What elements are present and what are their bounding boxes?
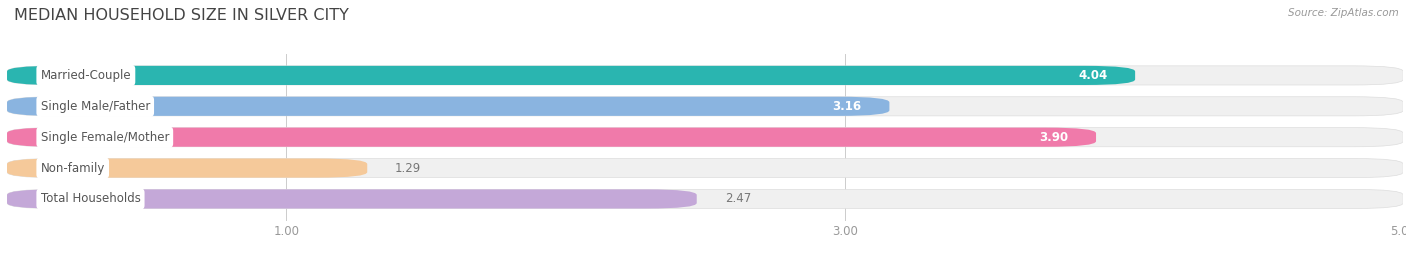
FancyBboxPatch shape	[7, 189, 697, 208]
Text: Single Male/Father: Single Male/Father	[41, 100, 150, 113]
FancyBboxPatch shape	[7, 158, 367, 178]
Text: Source: ZipAtlas.com: Source: ZipAtlas.com	[1288, 8, 1399, 18]
FancyBboxPatch shape	[7, 158, 1403, 178]
FancyBboxPatch shape	[7, 189, 1403, 208]
FancyBboxPatch shape	[7, 97, 890, 116]
Text: 1.29: 1.29	[395, 162, 422, 175]
Text: MEDIAN HOUSEHOLD SIZE IN SILVER CITY: MEDIAN HOUSEHOLD SIZE IN SILVER CITY	[14, 8, 349, 23]
Text: 3.90: 3.90	[1039, 131, 1069, 144]
Text: 4.04: 4.04	[1078, 69, 1107, 82]
FancyBboxPatch shape	[7, 97, 1403, 116]
Text: Married-Couple: Married-Couple	[41, 69, 131, 82]
FancyBboxPatch shape	[7, 128, 1403, 147]
FancyBboxPatch shape	[7, 66, 1135, 85]
FancyBboxPatch shape	[7, 66, 1403, 85]
Text: Non-family: Non-family	[41, 162, 105, 175]
Text: 3.16: 3.16	[832, 100, 862, 113]
Text: Single Female/Mother: Single Female/Mother	[41, 131, 169, 144]
FancyBboxPatch shape	[7, 128, 1097, 147]
Text: 2.47: 2.47	[724, 192, 751, 206]
Text: Total Households: Total Households	[41, 192, 141, 206]
